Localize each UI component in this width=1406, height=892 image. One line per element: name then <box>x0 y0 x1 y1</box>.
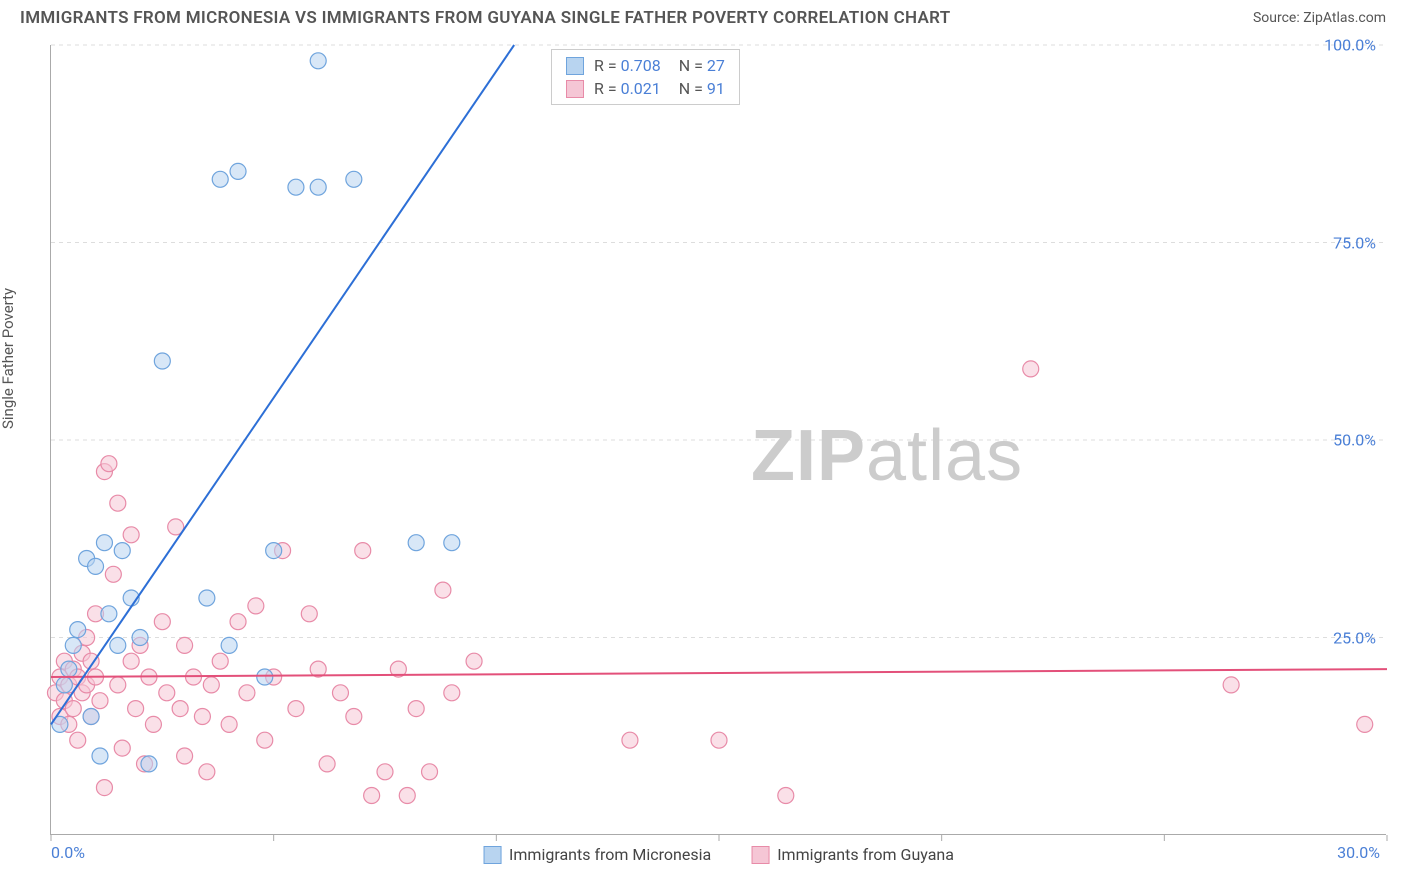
scatter-point <box>92 748 108 764</box>
scatter-point <box>101 456 117 472</box>
scatter-point <box>123 527 139 543</box>
scatter-point <box>61 661 77 677</box>
scatter-point <box>444 535 460 551</box>
chart-title: IMMIGRANTS FROM MICRONESIA VS IMMIGRANTS… <box>20 8 950 28</box>
scatter-point <box>239 685 255 701</box>
scatter-point <box>88 558 104 574</box>
scatter-point <box>141 756 157 772</box>
scatter-point <box>377 764 393 780</box>
x-tick-label-min: 0.0% <box>51 843 85 862</box>
swatch-guyana-icon <box>751 846 769 864</box>
scatter-point <box>622 732 638 748</box>
regression-line <box>51 45 514 724</box>
scatter-point <box>96 535 112 551</box>
scatter-point <box>435 582 451 598</box>
x-tick-label-max: 30.0% <box>1337 843 1380 862</box>
scatter-point <box>110 495 126 511</box>
scatter-point <box>221 637 237 653</box>
series-legend: Immigrants from Micronesia Immigrants fr… <box>483 845 954 864</box>
scatter-point <box>332 685 348 701</box>
scatter-point <box>266 543 282 559</box>
watermark: ZIPatlas <box>751 415 1023 497</box>
chart-area: ZIPatlas R = 0.708 N = 27 R = 0.021 N = … <box>50 45 1386 835</box>
swatch-micronesia-icon <box>483 846 501 864</box>
plot-region: ZIPatlas R = 0.708 N = 27 R = 0.021 N = … <box>50 45 1386 835</box>
plot-svg <box>51 45 1386 834</box>
scatter-point <box>212 171 228 187</box>
scatter-point <box>92 693 108 709</box>
scatter-point <box>145 716 161 732</box>
scatter-point <box>1223 677 1239 693</box>
scatter-point <box>230 163 246 179</box>
scatter-point <box>70 622 86 638</box>
scatter-point <box>408 701 424 717</box>
scatter-point <box>110 637 126 653</box>
scatter-point <box>399 788 415 804</box>
y-tick-label: 50.0% <box>1333 431 1376 450</box>
scatter-point <box>422 764 438 780</box>
scatter-point <box>110 677 126 693</box>
scatter-point <box>711 732 727 748</box>
scatter-point <box>346 171 362 187</box>
scatter-point <box>444 685 460 701</box>
regression-line <box>51 669 1387 677</box>
scatter-point <box>159 685 175 701</box>
scatter-point <box>123 653 139 669</box>
scatter-point <box>364 788 380 804</box>
scatter-point <box>177 748 193 764</box>
scatter-point <box>172 701 188 717</box>
scatter-point <box>221 716 237 732</box>
correlation-legend: R = 0.708 N = 27 R = 0.021 N = 91 <box>551 49 740 105</box>
scatter-point <box>114 543 130 559</box>
y-tick-label: 100.0% <box>1324 36 1376 55</box>
scatter-point <box>128 701 144 717</box>
scatter-point <box>154 353 170 369</box>
swatch-micronesia-icon <box>566 57 584 75</box>
scatter-point <box>154 614 170 630</box>
scatter-point <box>199 764 215 780</box>
scatter-point <box>466 653 482 669</box>
scatter-point <box>56 677 72 693</box>
scatter-point <box>288 701 304 717</box>
scatter-point <box>194 709 210 725</box>
scatter-point <box>101 606 117 622</box>
scatter-point <box>105 566 121 582</box>
scatter-point <box>132 630 148 646</box>
swatch-guyana-icon <box>566 80 584 98</box>
scatter-point <box>346 709 362 725</box>
scatter-point <box>96 780 112 796</box>
scatter-point <box>408 535 424 551</box>
scatter-point <box>310 53 326 69</box>
scatter-point <box>114 740 130 756</box>
y-tick-label: 75.0% <box>1333 233 1376 252</box>
scatter-point <box>230 614 246 630</box>
scatter-point <box>212 653 228 669</box>
source-label: Source: ZipAtlas.com <box>1253 10 1386 26</box>
scatter-point <box>257 669 273 685</box>
legend-label-guyana: Immigrants from Guyana <box>777 845 954 864</box>
y-tick-label: 25.0% <box>1333 628 1376 647</box>
scatter-point <box>319 756 335 772</box>
y-axis-label: Single Father Poverty <box>0 288 17 429</box>
scatter-point <box>1357 716 1373 732</box>
scatter-point <box>301 606 317 622</box>
scatter-point <box>288 179 304 195</box>
scatter-point <box>65 701 81 717</box>
scatter-point <box>70 732 86 748</box>
scatter-point <box>203 677 219 693</box>
scatter-point <box>199 590 215 606</box>
scatter-point <box>65 637 81 653</box>
scatter-point <box>778 788 794 804</box>
scatter-point <box>310 179 326 195</box>
legend-label-micronesia: Immigrants from Micronesia <box>509 845 711 864</box>
scatter-point <box>83 709 99 725</box>
scatter-point <box>177 637 193 653</box>
scatter-point <box>1023 361 1039 377</box>
scatter-point <box>355 543 371 559</box>
scatter-point <box>248 598 264 614</box>
scatter-point <box>257 732 273 748</box>
